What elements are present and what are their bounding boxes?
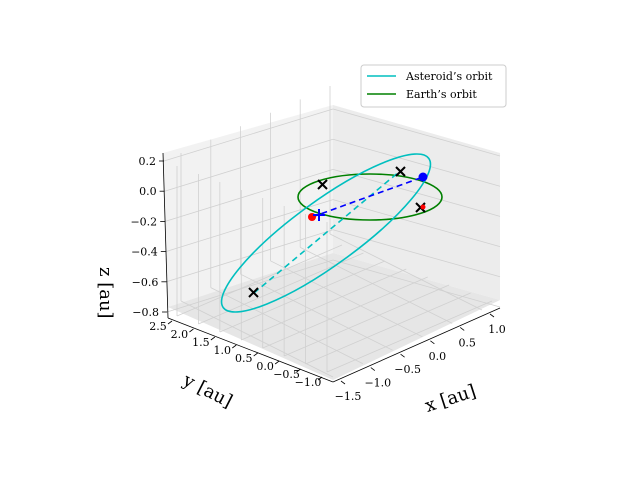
y-tick-mark <box>189 328 194 333</box>
earth-orbit-line <box>297 173 443 221</box>
x-tick-label: −1.5 <box>335 390 362 403</box>
y-grid-line <box>219 260 386 333</box>
y-tick-label: −0.5 <box>273 368 300 381</box>
tick-marks <box>159 160 495 385</box>
y-grid-line <box>176 244 343 317</box>
y-grid-line <box>283 284 450 357</box>
x-tick-label: 1.0 <box>488 323 506 336</box>
z-grid-right <box>332 229 501 278</box>
z-tick-label: −0.6 <box>132 276 159 289</box>
y-tick-mark <box>167 320 173 325</box>
x-tick-mark <box>459 327 465 331</box>
x-tick-label: 0.0 <box>429 350 447 363</box>
z-tick-label: 0.2 <box>139 155 157 168</box>
aphelion-marker <box>248 287 259 298</box>
legend: Asteroid’s orbit Earth’s orbit <box>360 64 507 108</box>
y-tick-label: 1.0 <box>214 344 232 357</box>
y-tick-mark <box>317 376 323 381</box>
x-grid-line <box>210 287 363 364</box>
y-tick-mark <box>232 344 237 349</box>
y-grid-line <box>241 268 407 341</box>
pane-left <box>163 105 333 307</box>
x-tick-mark <box>400 353 405 358</box>
tick-labels: −1.5−1.0−0.50.00.51.0−1.0−0.50.00.51.01.… <box>130 155 505 403</box>
pane-floor <box>168 253 500 380</box>
y-tick-label: 2.5 <box>149 320 167 333</box>
x-tick-label: −1.0 <box>364 377 391 390</box>
y-tick-label: 2.0 <box>171 328 189 341</box>
y-tick-mark <box>253 352 258 357</box>
z-grid-left <box>166 259 334 313</box>
y-tick-label: 1.5 <box>192 336 210 349</box>
x-axis-label: x [au] <box>422 381 478 417</box>
asteroid-orbit-line <box>220 153 432 313</box>
x-tick-label: −0.5 <box>394 363 421 376</box>
small-red-marker <box>420 204 426 210</box>
earth-position-marker <box>418 172 428 182</box>
y-tick-label: 0.0 <box>256 360 274 373</box>
perihelion-marker <box>395 166 406 177</box>
z-tick-label: −0.8 <box>132 306 159 319</box>
axis-edges <box>162 152 501 383</box>
legend-asteroid-label: Asteroid’s orbit <box>405 70 493 83</box>
y-tick-mark <box>210 336 216 341</box>
y-tick-mark <box>274 360 280 365</box>
z-grid-right <box>332 259 501 308</box>
asteroid-apsides-dashed-line <box>253 170 401 294</box>
z-grid-left <box>165 169 334 222</box>
y-grid-line <box>326 300 493 373</box>
sun-marker <box>313 209 325 221</box>
x-grid-line <box>300 247 453 324</box>
z-axis-label: z [au] <box>95 267 116 319</box>
x-tick-mark <box>340 380 346 385</box>
z-tick-label: −0.2 <box>130 215 157 228</box>
y-tick-mark <box>296 368 301 373</box>
z-tick-label: −0.4 <box>131 246 158 259</box>
y-grid-line <box>305 292 471 365</box>
z-tick-label: 0.0 <box>139 185 157 198</box>
z-grid-left <box>164 138 334 192</box>
y-axis-label: y [au] <box>179 369 236 412</box>
legend-box <box>360 64 507 108</box>
z-grid-right <box>332 108 501 157</box>
y-tick-label: 0.5 <box>235 352 253 365</box>
z-grid-right <box>332 138 501 187</box>
legend-earth-label: Earth’s orbit <box>406 88 477 101</box>
earth-orbit-x-marker-1 <box>317 179 328 190</box>
x-tick-mark <box>489 313 495 318</box>
x-tick-mark <box>430 340 435 345</box>
z-grid-left <box>163 108 334 162</box>
x-tick-mark <box>370 367 376 371</box>
z-grid-right <box>332 199 501 247</box>
x-grid-line <box>270 260 423 338</box>
earth-orbit-x-marker-2 <box>415 202 426 213</box>
y-tick-label: −1.0 <box>295 376 322 389</box>
x-grid-line <box>180 300 334 378</box>
x-grid-line <box>329 233 483 311</box>
y-grid-line <box>262 276 428 349</box>
x-tick-label: 0.5 <box>458 336 476 349</box>
